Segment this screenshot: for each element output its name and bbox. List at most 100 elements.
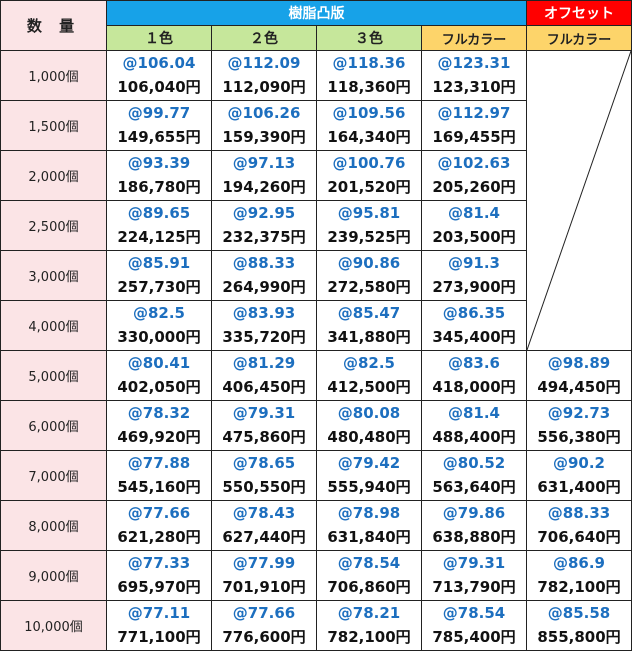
price-cell: @82.5 330,000円 (106, 300, 212, 351)
unit-price: @81.4 (447, 203, 500, 222)
col-header-2-color: ２色 (211, 25, 317, 51)
col-header-full-color: フルカラー (421, 25, 527, 51)
table-body: 1,000個 @106.04 106,040円 @112.09 112,090円 @118… (0, 50, 632, 651)
price-cell: @91.3 273,900円 (421, 250, 527, 301)
price-cell: @77.11 771,100円 (106, 600, 212, 651)
total-price: 402,050円 (117, 377, 201, 396)
quantity-cell: 1,500個 (0, 100, 107, 151)
price-cell: @78.21 782,100円 (316, 600, 422, 651)
table-row: 2,500個 @89.65 224,125円 @92.95 232,375円 @95.81… (0, 200, 632, 251)
price-cell: @90.86 272,580円 (316, 250, 422, 301)
price-cell: @77.33 695,970円 (106, 550, 212, 601)
total-price: 695,970円 (117, 577, 201, 596)
price-cell: @112.09 112,090円 (211, 50, 317, 101)
price-cell: @97.13 194,260円 (211, 150, 317, 201)
total-price: 273,900円 (432, 277, 516, 296)
quantity-cell: 5,000個 (0, 350, 107, 401)
price-cell: @78.43 627,440円 (211, 500, 317, 551)
unit-price: @112.97 (437, 103, 511, 122)
total-price: 556,380円 (537, 427, 621, 446)
unit-price: @79.31 (442, 553, 506, 572)
price-cell: @79.86 638,880円 (421, 500, 527, 551)
total-price: 494,450円 (537, 377, 621, 396)
price-cell: @79.31 475,860円 (211, 400, 317, 451)
table-row: 8,000個 @77.66 621,280円 @78.43 627,440円 @78.98… (0, 500, 632, 551)
price-cell: @81.29 406,450円 (211, 350, 317, 401)
price-cell: @92.95 232,375円 (211, 200, 317, 251)
unit-price: @85.91 (127, 253, 191, 272)
total-price: 785,400円 (432, 627, 516, 646)
price-cell: @112.97 169,455円 (421, 100, 527, 151)
unit-price: @92.95 (232, 203, 296, 222)
total-price: 205,260円 (432, 177, 516, 196)
unit-price: @77.66 (232, 603, 296, 622)
quantity-cell: 8,000個 (0, 500, 107, 551)
price-cell: @88.33 706,640円 (526, 500, 632, 551)
col-header-1-color: １色 (106, 25, 212, 51)
table-row: 1,500個 @99.77 149,655円 @106.26 159,390円 @109.… (0, 100, 632, 151)
total-price: 469,920円 (117, 427, 201, 446)
resin-letterpress-header: 樹脂凸版 (106, 0, 527, 26)
unit-price: @78.65 (232, 453, 296, 472)
price-cell: @92.73 556,380円 (526, 400, 632, 451)
unit-price: @77.88 (127, 453, 191, 472)
quantity-cell: 10,000個 (0, 600, 107, 651)
total-price: 232,375円 (222, 227, 306, 246)
total-price: 186,780円 (117, 177, 201, 196)
unit-price: @77.11 (127, 603, 191, 622)
price-cell: @86.35 345,400円 (421, 300, 527, 351)
total-price: 169,455円 (432, 127, 516, 146)
total-price: 345,400円 (432, 327, 516, 346)
price-cell: @98.89 494,450円 (526, 350, 632, 401)
price-cell: @77.99 701,910円 (211, 550, 317, 601)
quantity-cell: 9,000個 (0, 550, 107, 601)
total-price: 475,860円 (222, 427, 306, 446)
price-cell: @118.36 118,360円 (316, 50, 422, 101)
total-price: 164,340円 (327, 127, 411, 146)
total-price: 782,100円 (327, 627, 411, 646)
total-price: 159,390円 (222, 127, 306, 146)
unit-price: @123.31 (437, 53, 511, 72)
table-row: 2,000個 @93.39 186,780円 @97.13 194,260円 @100.7… (0, 150, 632, 201)
price-cell: @88.33 264,990円 (211, 250, 317, 301)
total-price: 194,260円 (222, 177, 306, 196)
header-row-top: 数 量 樹脂凸版 オフセット (0, 0, 632, 51)
total-price: 638,880円 (432, 527, 516, 546)
total-price: 563,640円 (432, 477, 516, 496)
unit-price: @78.21 (337, 603, 401, 622)
quantity-cell: 2,500個 (0, 200, 107, 251)
total-price: 855,800円 (537, 627, 621, 646)
offset-header: オフセット (526, 0, 632, 26)
unit-price: @89.65 (127, 203, 191, 222)
price-cell: @78.54 785,400円 (421, 600, 527, 651)
price-cell: @85.91 257,730円 (106, 250, 212, 301)
price-cell: @99.77 149,655円 (106, 100, 212, 151)
unit-price: @102.63 (437, 153, 511, 172)
total-price: 713,790円 (432, 577, 516, 596)
unit-price: @79.86 (442, 503, 506, 522)
price-cell: @78.54 706,860円 (316, 550, 422, 601)
unit-price: @106.26 (227, 103, 301, 122)
total-price: 330,000円 (117, 327, 201, 346)
total-price: 112,090円 (222, 77, 306, 96)
unit-price: @78.98 (337, 503, 401, 522)
unit-price: @77.33 (127, 553, 191, 572)
table-row: 6,000個 @78.32 469,920円 @79.31 475,860円 @80.08… (0, 400, 632, 451)
total-price: 264,990円 (222, 277, 306, 296)
diagonal-slash (527, 51, 631, 350)
unit-price: @91.3 (447, 253, 500, 272)
price-cell: @80.08 480,480円 (316, 400, 422, 451)
price-cell: @78.32 469,920円 (106, 400, 212, 451)
total-price: 224,125円 (117, 227, 201, 246)
unit-price: @98.89 (547, 353, 611, 372)
unit-price: @82.5 (132, 303, 185, 322)
unit-price: @79.31 (232, 403, 296, 422)
price-cell: @106.04 106,040円 (106, 50, 212, 101)
unit-price: @85.47 (337, 303, 401, 322)
price-cell: @78.65 550,550円 (211, 450, 317, 501)
total-price: 412,500円 (327, 377, 411, 396)
price-cell: @85.47 341,880円 (316, 300, 422, 351)
price-cell: @77.66 621,280円 (106, 500, 212, 551)
total-price: 406,450円 (222, 377, 306, 396)
